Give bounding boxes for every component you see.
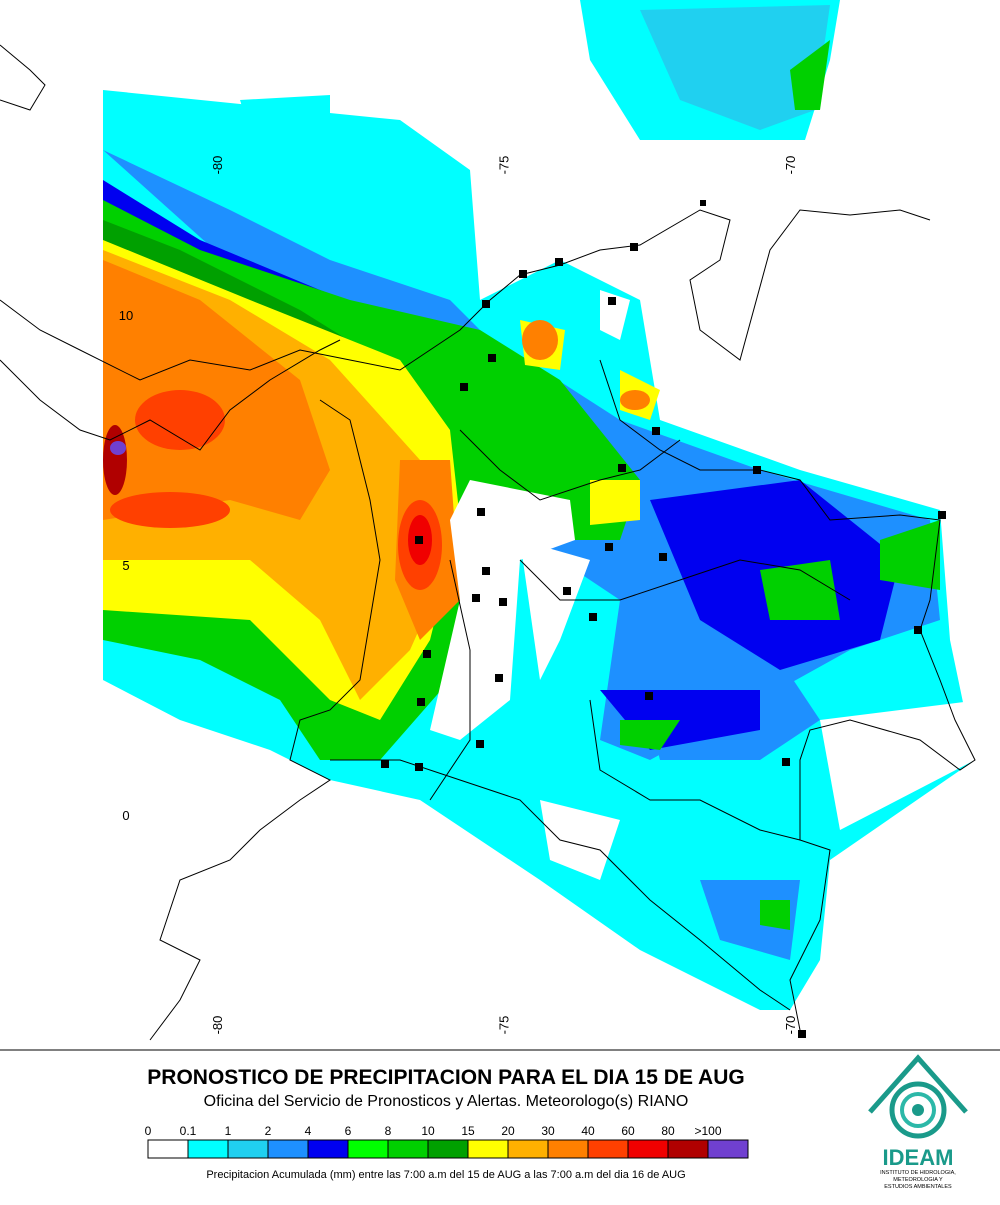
legend-swatch xyxy=(627,1139,669,1159)
coastlines xyxy=(0,44,976,1041)
logo-name: IDEAM xyxy=(883,1145,954,1170)
lon-label: -75 xyxy=(497,1016,512,1035)
legend-label: 40 xyxy=(581,1124,595,1138)
precipitation-field xyxy=(103,0,980,1010)
legend-swatch xyxy=(387,1139,429,1159)
legend-label: 4 xyxy=(305,1124,312,1138)
legend-swatch xyxy=(347,1139,389,1159)
legend-caption: Precipitacion Acumulada (mm) entre las 7… xyxy=(206,1169,685,1181)
legend-label: 2 xyxy=(265,1124,272,1138)
logo-subtitle: METEOROLOGIA Y xyxy=(893,1177,943,1183)
legend-label: 8 xyxy=(385,1124,392,1138)
title: PRONOSTICO DE PRECIPITACION PARA EL DIA … xyxy=(147,1066,744,1089)
legend-swatch xyxy=(267,1139,309,1159)
lon-label: -75 xyxy=(497,156,512,175)
legend-swatch xyxy=(227,1139,269,1159)
lat-label: 0 xyxy=(122,808,129,823)
map-labels: -80 -80 -75 -75 -70 -70 10 5 0 xyxy=(119,156,798,1035)
legend-label: 30 xyxy=(541,1124,555,1138)
legend-label: 15 xyxy=(461,1124,475,1138)
legend-swatch xyxy=(667,1139,709,1159)
lat-label: 10 xyxy=(119,308,133,323)
legend-label: 80 xyxy=(661,1124,675,1138)
legend-swatch xyxy=(427,1139,469,1159)
lon-label: -80 xyxy=(210,156,225,175)
legend-label: 60 xyxy=(621,1124,635,1138)
legend-swatch xyxy=(307,1139,349,1159)
lon-label: -70 xyxy=(783,1016,798,1035)
legend-swatch xyxy=(707,1139,749,1159)
legend-label: 0.1 xyxy=(180,1124,197,1138)
legend-swatch xyxy=(507,1139,549,1159)
logo-subtitle: ESTUDIOS AMBIENTALES xyxy=(884,1184,952,1190)
lat-label: 5 xyxy=(122,558,129,573)
lon-label: -70 xyxy=(783,156,798,175)
legend-label: 1 xyxy=(225,1124,232,1138)
legend-swatch xyxy=(467,1139,509,1159)
lon-label: -80 xyxy=(210,1016,225,1035)
logo: IDEAM INSTITUTO DE HIDROLOGIA, METEOROLO… xyxy=(868,1054,968,1190)
subtitle: Oficina del Servicio de Pronosticos y Al… xyxy=(204,1093,689,1110)
legend: 0 0.1 1 2 4 6 8 10 15 20 30 40 60 80 >100 xyxy=(145,1124,749,1159)
legend-label: 0 xyxy=(145,1124,152,1138)
legend-swatch xyxy=(587,1139,629,1159)
legend-label: 6 xyxy=(345,1124,352,1138)
legend-label: >100 xyxy=(694,1124,721,1138)
legend-swatch xyxy=(147,1139,189,1159)
legend-swatch xyxy=(547,1139,589,1159)
legend-label: 10 xyxy=(421,1124,435,1138)
logo-subtitle: INSTITUTO DE HIDROLOGIA, xyxy=(880,1170,956,1176)
legend-swatch xyxy=(187,1139,229,1159)
legend-label: 20 xyxy=(501,1124,515,1138)
